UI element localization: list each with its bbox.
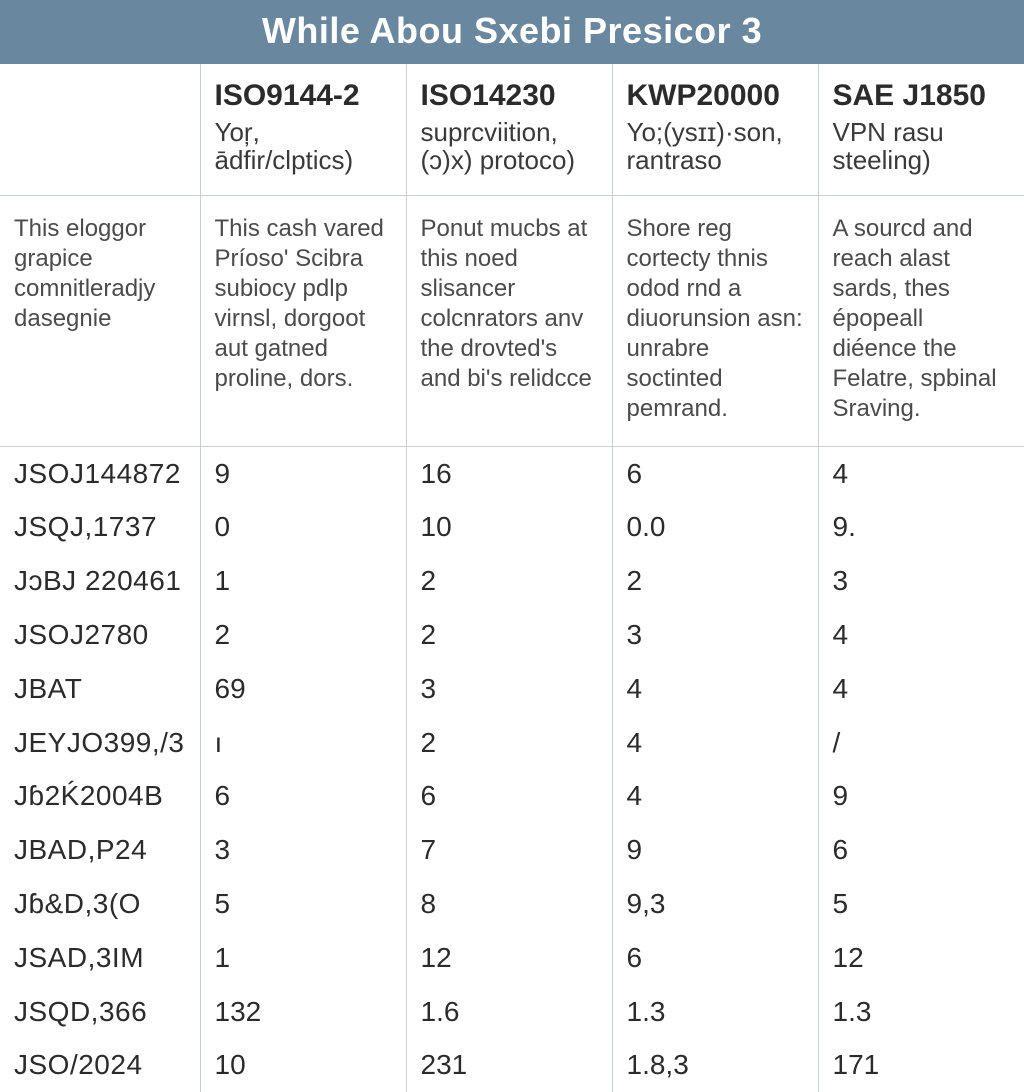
row-label: JSQD,366 (0, 985, 200, 1039)
data-cell: 2 (406, 608, 612, 662)
col-header-sub: suprcviition, (ɔ)x) protoco) (421, 118, 598, 175)
table-row: JSAD,3IM112612 (0, 931, 1024, 985)
data-cell: 171 (818, 1038, 1024, 1092)
row-label: JSOJ2780 (0, 608, 200, 662)
col-header-2: ISO14230 suprcviition, (ɔ)x) protoco) (406, 64, 612, 195)
data-cell: ı (200, 716, 406, 770)
data-cell: 3 (406, 662, 612, 716)
col-header-4: SAE J1850 VPN rasu steeling) (818, 64, 1024, 195)
desc-cell: This cash vared Príoso' Scibra subiocy p… (200, 195, 406, 446)
col-header-main: KWP20000 (627, 80, 804, 112)
data-cell: 9 (818, 769, 1024, 823)
data-cell: 5 (200, 877, 406, 931)
data-cell: 231 (406, 1038, 612, 1092)
col-header-3: KWP20000 Yo;(ysɪɪ)·son, rantraso (612, 64, 818, 195)
data-cell: 1.3 (818, 985, 1024, 1039)
table-row: JBAD,P243796 (0, 823, 1024, 877)
data-cell: 2 (200, 608, 406, 662)
data-cell: 10 (200, 1038, 406, 1092)
row-label: JBAD,P24 (0, 823, 200, 877)
data-cell: 16 (406, 446, 612, 500)
page-title: While Abou Sxebi Presicor 3 (0, 0, 1024, 64)
data-cell: 4 (818, 608, 1024, 662)
desc-cell: A sourcd and reach alast sards, thes épo… (818, 195, 1024, 446)
data-cell: 4 (612, 662, 818, 716)
table-row: JSOJ14487291664 (0, 446, 1024, 500)
data-cell: 1.8,3 (612, 1038, 818, 1092)
row-label: JSAD,3IM (0, 931, 200, 985)
col-header-sub: Yoŗ, ādfir/clptics) (215, 118, 392, 175)
data-cell: 8 (406, 877, 612, 931)
row-label: Jɓ2Ḱ2004B (0, 769, 200, 823)
table-row: JSQD,3661321.61.31.3 (0, 985, 1024, 1039)
data-cell: 6 (818, 823, 1024, 877)
col-header-main: SAE J1850 (833, 80, 1011, 112)
data-cell: 132 (200, 985, 406, 1039)
row-label: JSO/2024 (0, 1038, 200, 1092)
data-cell: 4 (818, 662, 1024, 716)
table-row: JBAT69344 (0, 662, 1024, 716)
data-cell: 9. (818, 500, 1024, 554)
data-cell: 12 (406, 931, 612, 985)
data-cell: 3 (818, 554, 1024, 608)
desc-cell: Ponut mucbs at this noed slisancer colcn… (406, 195, 612, 446)
col-header-sub: Yo;(ysɪɪ)·son, rantraso (627, 118, 804, 175)
data-cell: 3 (612, 608, 818, 662)
row-label: JɔBJ 220461 (0, 554, 200, 608)
data-cell: 0 (200, 500, 406, 554)
table-desc-row: This eloggor grapice comnitleradjy daseg… (0, 195, 1024, 446)
table-row: JSO/2024102311.8,3171 (0, 1038, 1024, 1092)
col-header-1: ISO9144-2 Yoŗ, ādfir/clptics) (200, 64, 406, 195)
data-cell: 1 (200, 554, 406, 608)
table-row: JɔBJ 2204611223 (0, 554, 1024, 608)
table-row: JSQJ,17370100.09. (0, 500, 1024, 554)
data-cell: 6 (612, 931, 818, 985)
data-cell: 4 (612, 769, 818, 823)
col-header-main: ISO14230 (421, 80, 598, 112)
data-cell: 1 (200, 931, 406, 985)
data-cell: 4 (612, 716, 818, 770)
data-cell: 2 (406, 716, 612, 770)
data-cell: 6 (612, 446, 818, 500)
row-label: JBAT (0, 662, 200, 716)
row-label: Jɓ&D,3(O (0, 877, 200, 931)
data-cell: 0.0 (612, 500, 818, 554)
data-cell: 2 (406, 554, 612, 608)
data-cell: 69 (200, 662, 406, 716)
data-cell: 6 (406, 769, 612, 823)
data-cell: 3 (200, 823, 406, 877)
table-row: Jɓ&D,3(O589,35 (0, 877, 1024, 931)
desc-cell: This eloggor grapice comnitleradjy daseg… (0, 195, 200, 446)
data-cell: 9,3 (612, 877, 818, 931)
row-label: JEYJO399,/3 (0, 716, 200, 770)
desc-cell: Shore reg cortecty thnis odod rnd a diuo… (612, 195, 818, 446)
data-cell: / (818, 716, 1024, 770)
data-cell: 2 (612, 554, 818, 608)
comparison-table: ISO9144-2 Yoŗ, ādfir/clptics) ISO14230 s… (0, 64, 1024, 1092)
row-label: JSOJ144872 (0, 446, 200, 500)
data-cell: 1.6 (406, 985, 612, 1039)
data-cell: 5 (818, 877, 1024, 931)
data-cell: 7 (406, 823, 612, 877)
table-row: Jɓ2Ḱ2004B6649 (0, 769, 1024, 823)
row-label: JSQJ,1737 (0, 500, 200, 554)
table-row: JSOJ27802234 (0, 608, 1024, 662)
col-header-blank (0, 64, 200, 195)
data-cell: 6 (200, 769, 406, 823)
data-cell: 9 (200, 446, 406, 500)
data-cell: 1.3 (612, 985, 818, 1039)
table-header-row: ISO9144-2 Yoŗ, ādfir/clptics) ISO14230 s… (0, 64, 1024, 195)
data-cell: 9 (612, 823, 818, 877)
data-cell: 10 (406, 500, 612, 554)
data-cell: 12 (818, 931, 1024, 985)
col-header-main: ISO9144-2 (215, 80, 392, 112)
data-cell: 4 (818, 446, 1024, 500)
table-row: JEYJO399,/3ı24/ (0, 716, 1024, 770)
col-header-sub: VPN rasu steeling) (833, 118, 1011, 175)
